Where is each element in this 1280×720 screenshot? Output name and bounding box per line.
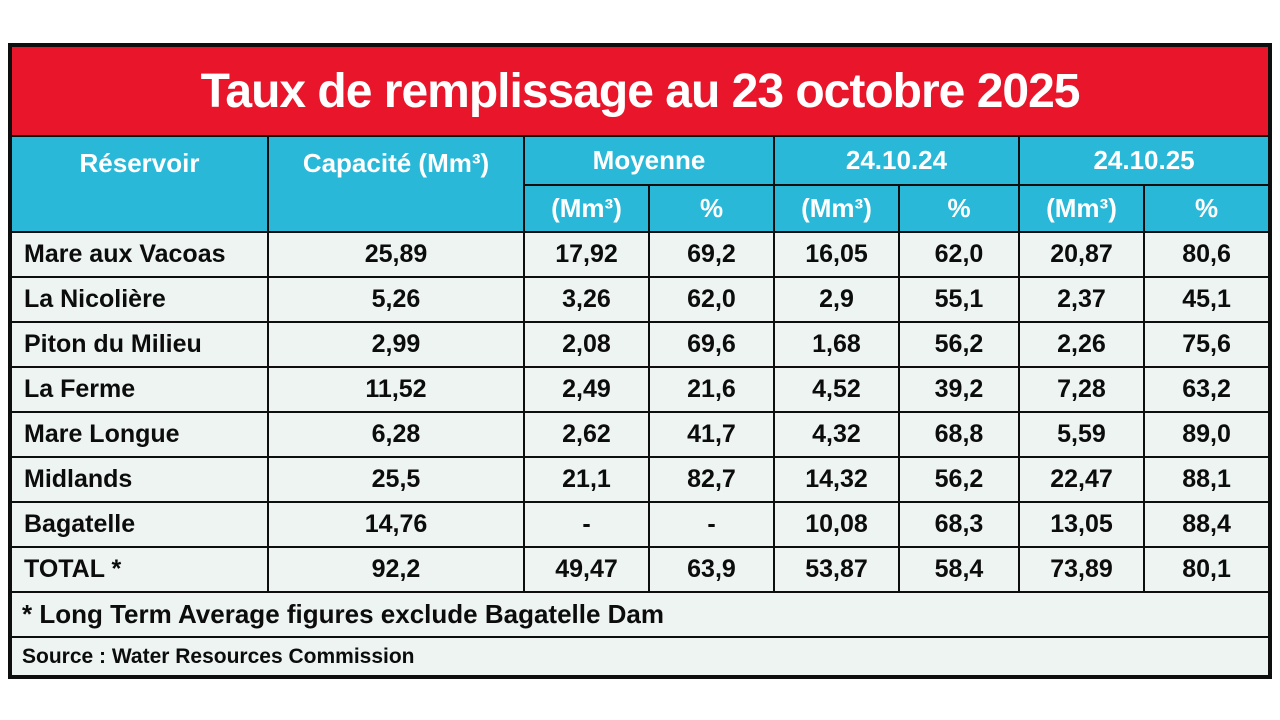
value-cell: 4,52 — [773, 366, 900, 413]
value-cell: 80,6 — [1142, 231, 1272, 278]
value-cell: 5,59 — [1018, 411, 1145, 458]
value-cell: 58,4 — [898, 546, 1020, 593]
value-cell: 92,2 — [267, 546, 525, 593]
value-cell: 22,47 — [1018, 456, 1145, 503]
value-cell: 69,6 — [648, 321, 775, 368]
value-cell: 11,52 — [267, 366, 525, 413]
total-row: TOTAL * 92,2 49,47 63,9 53,87 58,4 73,89 80,1 — [9, 546, 1272, 593]
value-cell: 89,0 — [1142, 411, 1272, 458]
subcol-2024-volume: (Mm³) — [773, 184, 900, 233]
value-cell: - — [523, 501, 650, 548]
table-body: Mare aux Vacoas 25,89 17,92 69,2 16,05 62,0 20… — [9, 231, 1272, 593]
value-cell: 82,7 — [648, 456, 775, 503]
col-group-moyenne: Moyenne — [523, 135, 775, 186]
col-header-reservoir: Réservoir — [9, 135, 269, 233]
header-row-groups: Réservoir Capacité (Mm³) Moyenne 24.10.2… — [9, 135, 1272, 233]
table-row: Bagatelle 14,76- -10,08 68,3 13,05 88,4 — [9, 501, 1272, 548]
value-cell: 16,05 — [773, 231, 900, 278]
value-cell: 2,26 — [1018, 321, 1145, 368]
value-cell: 20,87 — [1018, 231, 1145, 278]
value-cell: 25,5 — [267, 456, 525, 503]
col-header-capacity: Capacité (Mm³) — [267, 135, 525, 233]
value-cell: 56,2 — [898, 456, 1020, 503]
value-cell: 45,1 — [1142, 276, 1272, 323]
value-cell: 14,76 — [267, 501, 525, 548]
value-cell: 7,28 — [1018, 366, 1145, 413]
value-cell: 25,89 — [267, 231, 525, 278]
value-cell: 41,7 — [648, 411, 775, 458]
value-cell: 17,92 — [523, 231, 650, 278]
value-cell: 88,1 — [1142, 456, 1272, 503]
value-cell: 2,99 — [267, 321, 525, 368]
value-cell: 62,0 — [898, 231, 1020, 278]
reservoir-fill-table: Taux de remplissage au 23 octobre 2025 R… — [8, 43, 1273, 679]
subcol-2025-volume: (Mm³) — [1018, 184, 1145, 233]
value-cell: 4,32 — [773, 411, 900, 458]
reservoir-name-cell: Mare aux Vacoas — [9, 231, 269, 278]
reservoir-name-cell: TOTAL * — [9, 546, 269, 593]
value-cell: 68,8 — [898, 411, 1020, 458]
table-row: Midlands 25,5 21,1 82,7 14,32 56,2 22,47 88,1 — [9, 456, 1272, 503]
table-row: Mare aux Vacoas 25,89 17,92 69,2 16,05 62,0 20… — [9, 231, 1272, 278]
source-row: Source : Water Resources Commission — [8, 636, 1272, 678]
value-cell: 56,2 — [898, 321, 1020, 368]
value-cell: 2,37 — [1018, 276, 1145, 323]
value-cell: 1,68 — [773, 321, 900, 368]
value-cell: 3,26 — [523, 276, 650, 323]
col-group-24-10-24: 24.10.24 — [773, 135, 1020, 186]
value-cell: 39,2 — [898, 366, 1020, 413]
reservoir-name-cell: Piton du Milieu — [9, 321, 269, 368]
col-group-24-10-25: 24.10.25 — [1017, 135, 1272, 186]
subcol-2024-percent: % — [898, 184, 1020, 233]
value-cell: 63,9 — [648, 546, 775, 593]
reservoir-name-cell: La Nicolière — [9, 276, 269, 323]
reservoir-name-cell: La Ferme — [9, 366, 269, 413]
footnote-text: * Long Term Average figures exclude Baga… — [8, 591, 1272, 638]
value-cell: 5,26 — [267, 276, 525, 323]
value-cell: 69,2 — [648, 231, 775, 278]
value-cell: 49,47 — [523, 546, 650, 593]
table-row: Mare Longue 6,28 2,62 41,7 4,32 68,8 5,59 89,0 — [9, 411, 1272, 458]
value-cell: - — [648, 501, 775, 548]
table-row: La Ferme 11,52 2,49 21,6 4,52 39,2 7,28 63,2 — [9, 366, 1272, 413]
value-cell: 68,3 — [898, 501, 1020, 548]
subcol-moyenne-percent: % — [648, 184, 775, 233]
value-cell: 10,08 — [773, 501, 900, 548]
value-cell: 2,9 — [773, 276, 900, 323]
value-cell: 2,62 — [523, 411, 650, 458]
table-row: Piton du Milieu 2,99 2,08 69,6 1,68 56,2 2,26 7… — [9, 321, 1272, 368]
table-row: La Nicolière 5,26 3,26 62,0 2,9 55,1 2,37 45,1 — [9, 276, 1272, 323]
value-cell: 75,6 — [1142, 321, 1272, 368]
header-row-subcolumns: (Mm³) % (Mm³) % (Mm³) % — [10, 184, 1272, 233]
value-cell: 13,05 — [1018, 501, 1145, 548]
value-cell: 88,4 — [1142, 501, 1272, 548]
value-cell: 21,6 — [648, 366, 775, 413]
table-title-banner: Taux de remplissage au 23 octobre 2025 — [8, 44, 1272, 137]
value-cell: 62,0 — [648, 276, 775, 323]
value-cell: 53,87 — [773, 546, 900, 593]
reservoir-name-cell: Bagatelle — [9, 501, 269, 548]
value-cell: 55,1 — [898, 276, 1020, 323]
subcol-2025-percent: % — [1142, 184, 1272, 233]
value-cell: 63,2 — [1142, 366, 1272, 413]
value-cell: 80,1 — [1142, 546, 1272, 593]
subcol-moyenne-volume: (Mm³) — [523, 184, 650, 233]
reservoir-name-cell: Midlands — [9, 456, 269, 503]
value-cell: 14,32 — [773, 456, 900, 503]
source-text: Source : Water Resources Commission — [8, 636, 1272, 678]
value-cell: 2,08 — [523, 321, 650, 368]
title-row: Taux de remplissage au 23 octobre 2025 — [8, 44, 1272, 137]
footnote-row: * Long Term Average figures exclude Baga… — [8, 591, 1272, 638]
value-cell: 21,1 — [523, 456, 650, 503]
value-cell: 6,28 — [267, 411, 525, 458]
value-cell: 2,49 — [523, 366, 650, 413]
reservoir-name-cell: Mare Longue — [9, 411, 269, 458]
value-cell: 73,89 — [1018, 546, 1145, 593]
